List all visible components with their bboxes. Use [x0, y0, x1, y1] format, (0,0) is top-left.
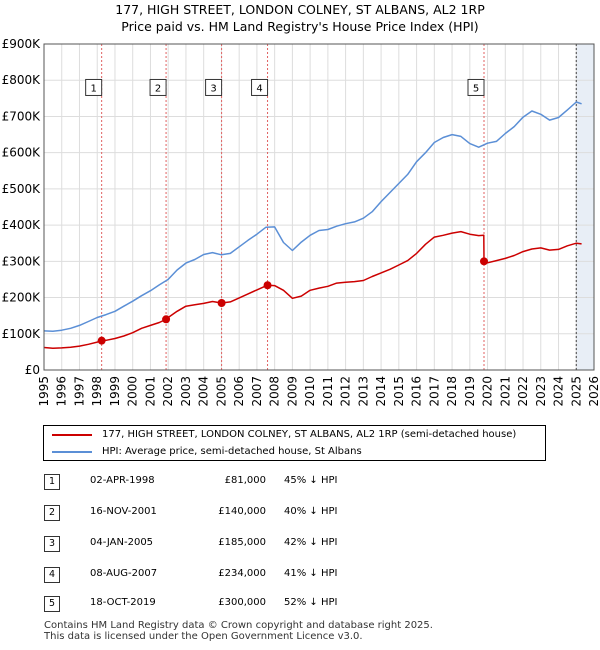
x-tick-label: 2000 — [126, 376, 140, 407]
x-tick-label: 2018 — [445, 376, 459, 407]
sale-number-label: 3 — [210, 83, 216, 94]
sale-date: 08-AUG-2007 — [90, 568, 158, 579]
sale-price: £234,000 — [218, 568, 266, 579]
sale-badge: 5 — [44, 596, 60, 612]
x-tick-label: 1998 — [90, 376, 104, 407]
sale-date: 02-APR-1998 — [90, 475, 155, 486]
y-tick-label: £800K — [2, 73, 42, 87]
plot-background — [44, 44, 594, 370]
x-tick-label: 2007 — [250, 376, 264, 407]
footer-line-1: Contains HM Land Registry data © Crown c… — [44, 620, 433, 631]
sale-price: £185,000 — [218, 537, 266, 548]
sale-point — [217, 298, 226, 307]
x-tick-label: 2025 — [569, 376, 583, 407]
sale-price: £140,000 — [218, 506, 266, 517]
sale-hpi-diff: 42% ↓ HPI — [284, 537, 338, 548]
sale-number-box — [251, 78, 269, 96]
hpi-line — [43, 101, 582, 332]
property-price-line — [43, 230, 582, 350]
y-tick-label: £900K — [2, 37, 42, 51]
sale-number-label: 1 — [90, 83, 96, 94]
sale-number-label: 2 — [155, 83, 161, 94]
sale-badge: 1 — [44, 474, 60, 490]
sale-date: 04-JAN-2005 — [90, 537, 154, 548]
footer-attribution: Contains HM Land Registry data © Crown c… — [44, 620, 433, 642]
y-tick-label: £700K — [2, 109, 42, 123]
x-tick-label: 1996 — [55, 376, 69, 407]
x-tick-label: 2022 — [516, 376, 530, 407]
sale-number-box — [467, 78, 485, 96]
sale-number-label: 5 — [473, 83, 479, 94]
legend-swatch-hpi — [52, 451, 92, 453]
y-tick-label: £0 — [25, 363, 40, 377]
sale-price: £300,000 — [218, 597, 266, 608]
sale-badge: 2 — [44, 505, 60, 521]
x-tick-label: 2008 — [268, 376, 282, 407]
legend-label-property: 177, HIGH STREET, LONDON COLNEY, ST ALBA… — [102, 429, 517, 440]
x-tick-label: 2021 — [498, 376, 512, 407]
x-tick-label: 2002 — [161, 376, 175, 407]
x-tick-label: 2026 — [587, 376, 600, 407]
x-tick-label: 1997 — [72, 376, 86, 407]
sale-hpi-diff: 45% ↓ HPI — [284, 475, 338, 486]
x-tick-label: 1995 — [37, 376, 51, 407]
x-tick-label: 2019 — [463, 376, 477, 407]
footer-line-2: This data is licensed under the Open Gov… — [44, 631, 363, 642]
forecast-shade — [576, 44, 594, 370]
sale-number-label: 4 — [256, 83, 262, 94]
sale-price: £81,000 — [224, 475, 266, 486]
x-tick-label: 2013 — [356, 376, 370, 407]
x-tick-label: 2006 — [232, 376, 246, 407]
sale-hpi-diff: 41% ↓ HPI — [284, 568, 338, 579]
y-tick-label: £200K — [2, 291, 42, 305]
sale-date: 16-NOV-2001 — [90, 506, 157, 517]
table-row: 1 02-APR-1998 £81,000 45% ↓ HPI — [0, 472, 600, 492]
x-tick-label: 2001 — [143, 376, 157, 407]
plot-border — [43, 43, 595, 371]
chart-title: 177, HIGH STREET, LONDON COLNEY, ST ALBA… — [115, 2, 485, 17]
x-tick-label: 2024 — [552, 376, 566, 407]
sale-number-box — [149, 78, 167, 96]
x-tick-label: 2020 — [481, 376, 495, 407]
table-row: 4 08-AUG-2007 £234,000 41% ↓ HPI — [0, 565, 600, 585]
x-tick-label: 2003 — [179, 376, 193, 407]
table-row: 3 04-JAN-2005 £185,000 42% ↓ HPI — [0, 534, 600, 554]
x-tick-label: 2011 — [321, 376, 335, 407]
sale-point — [97, 336, 106, 345]
sale-number-box — [205, 78, 223, 96]
x-tick-label: 2017 — [427, 376, 441, 407]
y-tick-label: £500K — [2, 182, 42, 196]
price-chart: £0 £100K £200K £300K £400K £500K £600K £700K £80… — [2, 37, 600, 407]
sale-hpi-diff: 40% ↓ HPI — [284, 506, 338, 517]
x-tick-label: 2015 — [392, 376, 406, 407]
legend-swatch-property — [52, 434, 92, 436]
x-tick-label: 2004 — [197, 376, 211, 407]
legend-label-hpi: HPI: Average price, semi-detached house,… — [102, 446, 362, 457]
y-tick-label: £100K — [2, 327, 42, 341]
x-tick-label: 2012 — [339, 376, 353, 407]
sale-number-box — [85, 78, 103, 96]
x-tick-label: 2014 — [374, 376, 388, 407]
table-row: 5 18-OCT-2019 £300,000 52% ↓ HPI — [0, 594, 600, 614]
sale-point — [480, 257, 488, 266]
sale-badge: 4 — [44, 567, 60, 583]
sale-date: 18-OCT-2019 — [90, 597, 156, 608]
chart-subtitle: Price paid vs. HM Land Registry's House … — [121, 19, 479, 34]
x-tick-label: 2023 — [534, 376, 548, 407]
sale-badge: 3 — [44, 536, 60, 552]
x-tick-label: 2009 — [285, 376, 299, 407]
x-tick-label: 2010 — [303, 376, 317, 407]
sale-hpi-diff: 52% ↓ HPI — [284, 597, 338, 608]
sale-point — [162, 315, 171, 324]
x-tick-label: 1999 — [108, 376, 122, 407]
chart-legend: 177, HIGH STREET, LONDON COLNEY, ST ALBA… — [43, 425, 546, 461]
x-tick-label: 2016 — [410, 376, 424, 407]
x-tick-label: 2005 — [214, 376, 228, 407]
sale-point — [263, 281, 272, 290]
table-row: 2 16-NOV-2001 £140,000 40% ↓ HPI — [0, 503, 600, 523]
y-tick-label: £400K — [2, 218, 42, 232]
y-tick-label: £600K — [2, 146, 42, 160]
y-tick-label: £300K — [2, 254, 42, 268]
